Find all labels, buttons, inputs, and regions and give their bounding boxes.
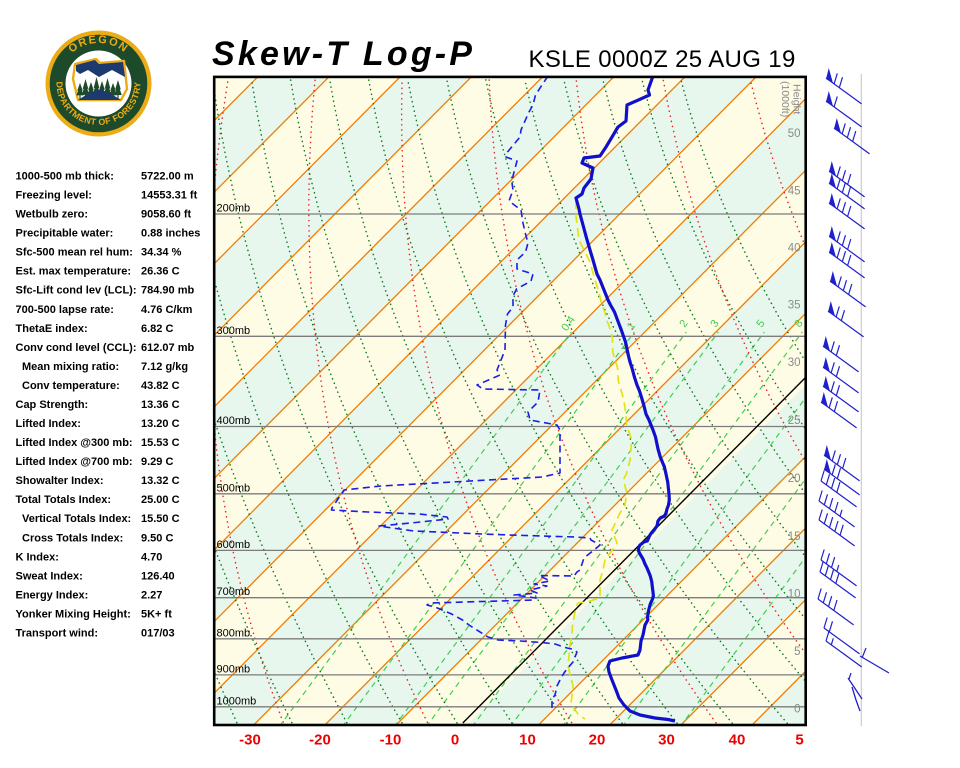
svg-text:15.50 C: 15.50 C [141, 513, 180, 525]
svg-text:9058.60 ft: 9058.60 ft [141, 209, 191, 221]
svg-text:612.07 mb: 612.07 mb [141, 342, 194, 354]
svg-text:Sfc-500 mean rel hum:: Sfc-500 mean rel hum: [16, 247, 133, 259]
svg-text:-10: -10 [380, 732, 402, 749]
svg-text:5: 5 [754, 318, 767, 330]
svg-text:0: 0 [794, 704, 800, 716]
svg-text:15: 15 [788, 531, 801, 543]
svg-text:Conv cond level (CCL):: Conv cond level (CCL): [16, 342, 137, 354]
svg-text:9.50 C: 9.50 C [141, 532, 173, 544]
svg-text:5: 5 [794, 646, 800, 658]
svg-text:40: 40 [788, 243, 801, 255]
svg-text:Mean mixing ratio:: Mean mixing ratio: [22, 361, 119, 373]
svg-text:8: 8 [792, 318, 805, 330]
svg-text:3: 3 [708, 318, 721, 330]
svg-text:4.76 C/km: 4.76 C/km [141, 304, 193, 316]
svg-text:Precipitable water:: Precipitable water: [16, 228, 114, 240]
svg-text:Sfc-Lift cond lev (LCL):: Sfc-Lift cond lev (LCL): [16, 285, 137, 297]
svg-text:35: 35 [788, 300, 801, 312]
svg-text:26.36 C: 26.36 C [141, 266, 180, 278]
svg-text:10: 10 [519, 732, 536, 749]
svg-text:Sweat Index:: Sweat Index: [16, 570, 83, 582]
svg-text:40: 40 [729, 732, 746, 749]
svg-text:126.40: 126.40 [141, 570, 175, 582]
svg-text:700-500 lapse rate:: 700-500 lapse rate: [16, 304, 114, 316]
svg-text:KSLE 0000Z 25 AUG 19: KSLE 0000Z 25 AUG 19 [529, 46, 796, 73]
svg-text:Est. max temperature:: Est. max temperature: [16, 266, 132, 278]
svg-text:Total Totals Index:: Total Totals Index: [16, 494, 112, 506]
svg-text:1000-500 mb thick:: 1000-500 mb thick: [16, 171, 114, 183]
svg-text:5722.00 m: 5722.00 m [141, 171, 194, 183]
svg-text:017/03: 017/03 [141, 628, 175, 640]
svg-text:30: 30 [788, 357, 801, 369]
svg-text:25: 25 [788, 415, 801, 427]
svg-text:Showalter Index:: Showalter Index: [16, 475, 104, 487]
svg-text:Freezing level:: Freezing level: [16, 190, 92, 202]
svg-text:4.70: 4.70 [141, 551, 162, 563]
svg-text:25.00 C: 25.00 C [141, 494, 180, 506]
svg-text:400mb: 400mb [217, 415, 251, 427]
svg-text:-30: -30 [239, 732, 261, 749]
svg-text:9.29 C: 9.29 C [141, 456, 173, 468]
svg-text:5: 5 [795, 732, 803, 749]
svg-text:5K+ ft: 5K+ ft [141, 608, 172, 620]
svg-text:Lifted Index @700 mb:: Lifted Index @700 mb: [16, 456, 133, 468]
svg-text:1: 1 [625, 320, 638, 332]
svg-text:ThetaE index:: ThetaE index: [16, 323, 88, 335]
svg-text:15.53 C: 15.53 C [141, 437, 180, 449]
svg-text:K Index:: K Index: [16, 551, 59, 563]
svg-text:43.82 C: 43.82 C [141, 380, 180, 392]
svg-text:300mb: 300mb [217, 325, 251, 337]
svg-text:900mb: 900mb [217, 663, 251, 675]
svg-text:800mb: 800mb [217, 627, 251, 639]
svg-text:Lifted Index @300 mb:: Lifted Index @300 mb: [16, 437, 133, 449]
svg-text:45: 45 [788, 186, 801, 198]
svg-text:600mb: 600mb [217, 539, 251, 551]
svg-text:2: 2 [677, 318, 690, 330]
svg-text:7.12 g/kg: 7.12 g/kg [141, 361, 188, 373]
svg-text:6.82 C: 6.82 C [141, 323, 173, 335]
svg-text:0: 0 [451, 732, 459, 749]
svg-text:500mb: 500mb [217, 482, 251, 494]
svg-text:34.34 %: 34.34 % [141, 247, 182, 259]
svg-text:20: 20 [589, 732, 606, 749]
svg-text:Lifted Index:: Lifted Index: [16, 418, 81, 430]
svg-text:13.20 C: 13.20 C [141, 418, 180, 430]
svg-text:Conv temperature:: Conv temperature: [22, 380, 120, 392]
svg-text:Vertical Totals Index:: Vertical Totals Index: [22, 513, 131, 525]
svg-text:10: 10 [788, 589, 801, 601]
svg-text:784.90 mb: 784.90 mb [141, 285, 194, 297]
svg-text:Yonker Mixing Height:: Yonker Mixing Height: [16, 608, 131, 620]
svg-text:Cap Strength:: Cap Strength: [16, 399, 89, 411]
svg-text:1000mb: 1000mb [217, 695, 257, 707]
svg-text:14553.31 ft: 14553.31 ft [141, 190, 198, 202]
svg-text:13.32 C: 13.32 C [141, 475, 180, 487]
svg-text:13.36 C: 13.36 C [141, 399, 180, 411]
svg-text:(1000ft): (1000ft) [779, 81, 791, 117]
svg-text:Cross Totals Index:: Cross Totals Index: [22, 532, 123, 544]
svg-text:Wetbulb zero:: Wetbulb zero: [16, 209, 89, 221]
svg-text:30: 30 [658, 732, 675, 749]
svg-text:Energy Index:: Energy Index: [16, 589, 89, 601]
svg-text:20: 20 [788, 473, 801, 485]
svg-text:-20: -20 [309, 732, 331, 749]
svg-text:200mb: 200mb [217, 203, 251, 215]
svg-text:700mb: 700mb [217, 586, 251, 598]
svg-text:Height: Height [791, 84, 803, 114]
svg-text:Transport wind:: Transport wind: [16, 628, 99, 640]
svg-text:0.88 inches: 0.88 inches [141, 228, 200, 240]
svg-text:2.27: 2.27 [141, 589, 162, 601]
svg-text:Skew-T Log-P: Skew-T Log-P [212, 35, 475, 73]
svg-text:50: 50 [788, 128, 801, 140]
